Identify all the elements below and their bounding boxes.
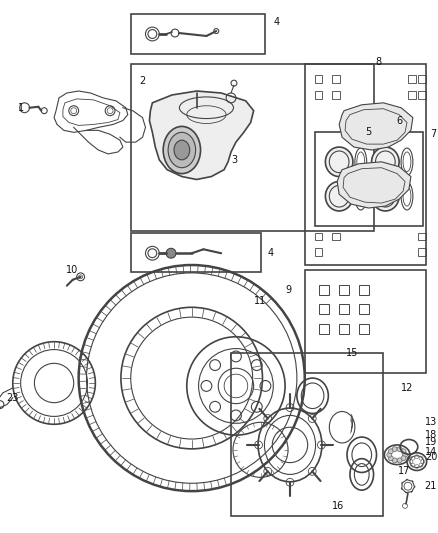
Bar [339, 285, 349, 295]
Text: 2: 2 [139, 76, 146, 86]
Ellipse shape [174, 140, 190, 160]
Circle shape [392, 447, 397, 451]
Bar [131, 63, 374, 231]
Bar [231, 353, 383, 516]
Text: 19: 19 [425, 437, 437, 447]
Text: 23: 23 [6, 393, 18, 403]
Bar [319, 285, 329, 295]
Circle shape [166, 248, 176, 258]
Bar [359, 304, 369, 314]
Text: 11: 11 [254, 296, 266, 306]
Bar [319, 304, 329, 314]
Text: 20: 20 [426, 452, 438, 462]
Bar [319, 324, 329, 334]
Text: 7: 7 [431, 130, 437, 139]
Text: 1: 1 [18, 103, 25, 113]
Text: 4: 4 [267, 248, 273, 258]
Text: 5: 5 [365, 127, 371, 138]
Bar [314, 248, 322, 256]
Bar [305, 270, 426, 373]
Text: 9: 9 [285, 285, 291, 295]
Bar [314, 75, 322, 83]
Bar [359, 285, 369, 295]
Polygon shape [149, 91, 254, 180]
Text: 16: 16 [332, 501, 345, 511]
Bar [305, 63, 426, 265]
Bar [418, 232, 426, 240]
Circle shape [392, 458, 397, 463]
Text: 12: 12 [401, 383, 413, 393]
Text: 17: 17 [398, 466, 410, 477]
Bar [131, 232, 261, 272]
Bar [339, 324, 349, 334]
Circle shape [401, 456, 406, 461]
Bar [418, 75, 426, 83]
Text: 3: 3 [231, 155, 237, 165]
Ellipse shape [325, 181, 353, 211]
Polygon shape [337, 162, 411, 208]
Bar [408, 75, 416, 83]
Text: 6: 6 [396, 116, 402, 125]
Circle shape [389, 449, 393, 454]
Text: 8: 8 [375, 56, 381, 67]
Ellipse shape [371, 181, 399, 211]
Circle shape [375, 118, 387, 131]
Bar [314, 91, 322, 99]
Ellipse shape [325, 147, 353, 176]
Bar [408, 91, 416, 99]
Bar [332, 91, 340, 99]
Circle shape [397, 447, 402, 451]
Circle shape [397, 458, 402, 463]
Bar [359, 324, 369, 334]
Circle shape [389, 456, 393, 461]
Ellipse shape [163, 126, 201, 174]
Text: 10: 10 [67, 265, 79, 275]
Polygon shape [339, 103, 413, 150]
Circle shape [387, 453, 392, 457]
Ellipse shape [168, 132, 196, 168]
Ellipse shape [371, 147, 399, 176]
Text: 21: 21 [425, 481, 437, 491]
Bar [332, 232, 340, 240]
Text: 18: 18 [425, 430, 437, 440]
Bar [339, 304, 349, 314]
Bar [131, 14, 265, 54]
Circle shape [401, 449, 406, 454]
Text: 13: 13 [425, 417, 437, 427]
Text: 4: 4 [273, 17, 279, 27]
Bar [418, 91, 426, 99]
Circle shape [403, 453, 407, 457]
Text: 15: 15 [346, 349, 358, 359]
Bar [332, 75, 340, 83]
Bar [418, 248, 426, 256]
Text: 14: 14 [425, 447, 437, 457]
Bar [314, 232, 322, 240]
Bar [314, 132, 423, 225]
